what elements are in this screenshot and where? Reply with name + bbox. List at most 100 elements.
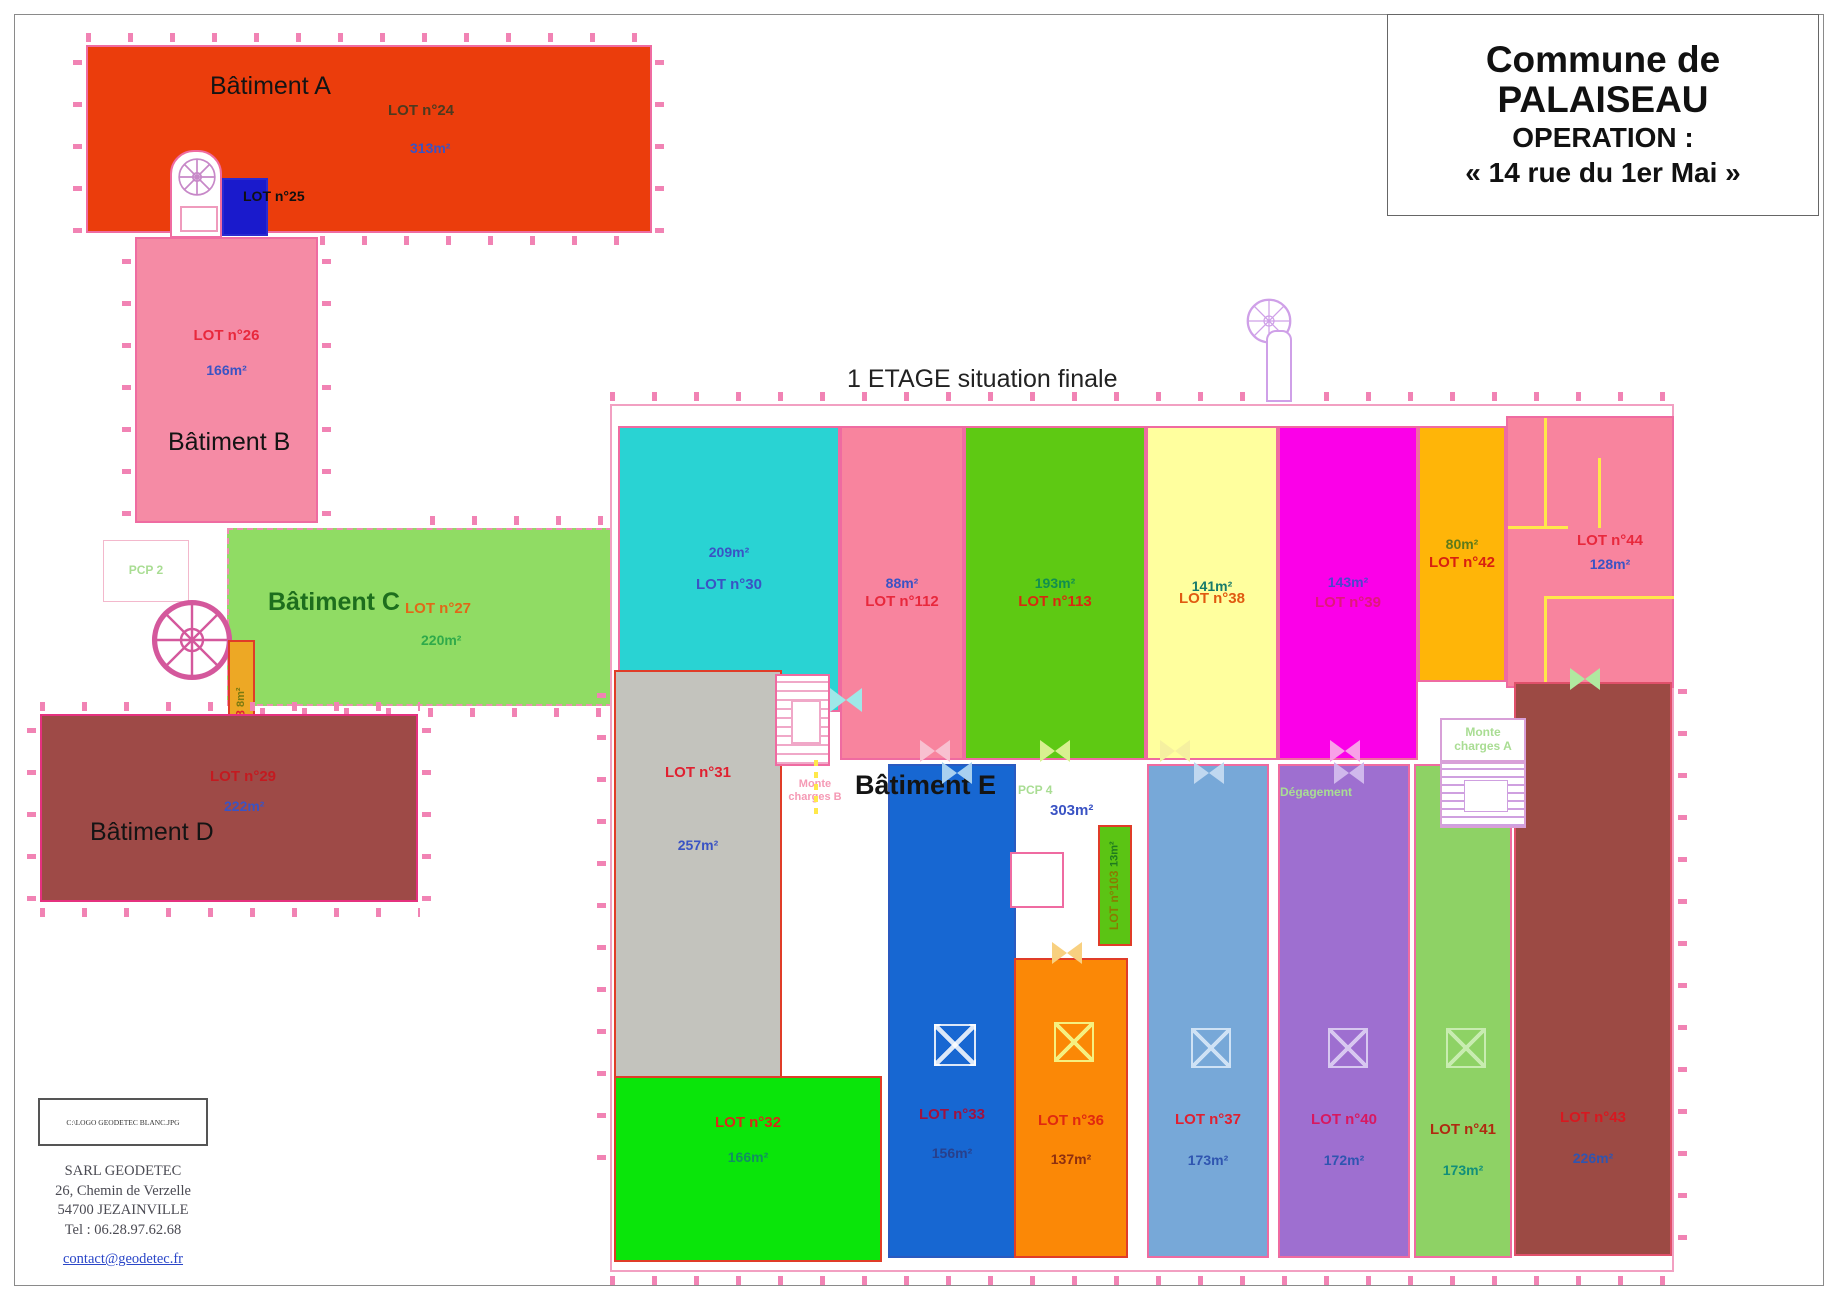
pcp4-label: PCP 4 (1018, 783, 1053, 797)
batiment-c-name: Bâtiment C (268, 588, 400, 616)
spiral-stair-c-icon (151, 599, 233, 681)
lot-39: 143m² LOT n°39 (1278, 426, 1418, 760)
lot-32-area: 166m² (727, 1149, 769, 1166)
lot-24-area: 313m² (410, 140, 451, 156)
lot-42: 80m² LOT n°42 (1418, 426, 1506, 682)
lot-26-label: LOT n°26 (193, 327, 260, 344)
lot-30-area: 209m² (708, 544, 750, 561)
title-line-1: Commune de (1485, 39, 1721, 81)
stair-landing (180, 206, 218, 232)
lot-103-label: LOT n°103 (1107, 870, 1122, 930)
lot-39-label: LOT n°39 (1314, 594, 1381, 612)
lot-29-batiment-d: LOT n°29 222m² (40, 714, 418, 902)
lot-29-label: LOT n°29 (210, 768, 277, 785)
lot-30-label: LOT n°30 (695, 576, 762, 594)
reserved-area-mark (934, 1024, 976, 1066)
hoist-door-dashed (814, 758, 818, 814)
page-border (14, 14, 1824, 1286)
stairwell-a-icon (1440, 762, 1526, 828)
pcp4-area: 303m² (1050, 802, 1094, 819)
monte-charges-a-room: Monte charges A (1440, 718, 1526, 762)
stair-core (791, 700, 821, 744)
door-icon (1052, 942, 1082, 964)
batiment-e-outline: 209m² LOT n°30 88m² LOT n°112 193m² LOT … (610, 404, 1674, 1272)
tick-marks (122, 250, 131, 516)
reserved-area-mark (1191, 1028, 1231, 1068)
lot-25-label: LOT n°25 (243, 188, 305, 204)
lot-37: LOT n°37 173m² (1147, 764, 1269, 1258)
lot-41-label: LOT n°41 (1429, 1121, 1496, 1138)
door-icon (1334, 762, 1364, 784)
lot-42-area: 80m² (1445, 536, 1479, 553)
door-icon (1330, 740, 1360, 762)
title-line-4: « 14 rue du 1er Mai » (1465, 156, 1741, 188)
partition-wall (1508, 526, 1568, 529)
lot-43-label: LOT n°43 (1559, 1109, 1626, 1126)
lot-33-area: 156m² (931, 1145, 973, 1162)
batiment-b-name: Bâtiment B (168, 428, 291, 456)
lot-26-area: 166m² (206, 362, 247, 379)
tick-marks (655, 45, 664, 233)
batiment-e-name: Bâtiment E (855, 770, 997, 800)
lot-103: LOT n°103 13m² (1098, 825, 1132, 946)
lot-27-label: LOT n°27 (405, 600, 472, 617)
tick-marks (27, 715, 36, 901)
lot-112-area: 88m² (885, 575, 919, 592)
lot-37-label: LOT n°37 (1174, 1111, 1241, 1128)
title-line-3: OPERATION : (1512, 121, 1694, 153)
door-icon (1570, 668, 1600, 690)
lot-42-label: LOT n°42 (1428, 554, 1495, 572)
tick-marks (73, 45, 82, 233)
company-phone: Tel : 06.28.97.62.68 (64, 1221, 182, 1238)
logo-placeholder-text: C:\LOGO GEODETEC BLANC.JPG (66, 1117, 180, 1127)
tick-marks (40, 908, 420, 917)
lot-112: 88m² LOT n°112 (840, 426, 964, 760)
company-address-1: 26, Chemin de Verzelle (55, 1182, 191, 1199)
partition-wall (1544, 596, 1547, 690)
door-icon (1194, 762, 1224, 784)
partition-wall (1598, 458, 1601, 528)
tick-marks (40, 702, 420, 711)
company-email-link[interactable]: contact@geodetec.fr (62, 1251, 184, 1268)
lot-31-label: LOT n°31 (664, 764, 731, 781)
company-address-2: 54700 JEZAINVILLE (57, 1202, 189, 1219)
stair-core (1464, 780, 1508, 812)
lot-41-area: 173m² (1442, 1162, 1484, 1179)
door-icon (920, 740, 950, 762)
company-name: SARL GEODETEC (64, 1163, 182, 1179)
lot-31-area: 257m² (677, 837, 719, 854)
lot-33-label: LOT n°33 (918, 1106, 985, 1123)
stairwell-b-icon (775, 674, 830, 766)
tick-marks (86, 33, 652, 42)
logo-placeholder: C:\LOGO GEODETEC BLANC.JPG (38, 1098, 208, 1146)
lot-43-area: 226m² (1572, 1150, 1614, 1167)
reserved-area-mark (1054, 1022, 1094, 1062)
room-pcp2: PCP 2 (103, 540, 189, 602)
tick-marks (597, 680, 606, 1160)
lot-112-label: LOT n°112 (865, 593, 939, 611)
lot-43: LOT n°43 226m² (1514, 682, 1672, 1256)
lot-38-area: 141m² (1191, 578, 1233, 595)
tick-marks (1678, 680, 1687, 1240)
degagement-label: Dégagement (1280, 785, 1353, 799)
pcp2-label: PCP 2 (128, 563, 164, 578)
reserved-area-mark (1446, 1028, 1486, 1068)
lift-room (1010, 852, 1064, 908)
reserved-area-mark (1328, 1028, 1368, 1068)
lot-36-area: 137m² (1050, 1151, 1092, 1168)
lot-113-area: 193m² (1034, 575, 1076, 592)
lot-36: LOT n°36 137m² (1014, 958, 1128, 1258)
lot-38: 141m² LOT n°38 (1146, 426, 1278, 760)
tick-marks (260, 708, 610, 717)
lot-44-label: LOT n°44 (1576, 532, 1643, 550)
stairwell-a-icon (170, 150, 222, 238)
lot-38-label: LOT n°38 (1178, 590, 1245, 608)
lot-36-label: LOT n°36 (1037, 1112, 1104, 1129)
lot-40-label: LOT n°40 (1310, 1111, 1377, 1128)
door-icon (1160, 740, 1190, 762)
lot-39-area: 143m² (1327, 574, 1369, 591)
lot-113: 193m² LOT n°113 (964, 426, 1146, 760)
lot-44-area: 128m² (1589, 555, 1631, 572)
partition-wall (1544, 418, 1547, 528)
